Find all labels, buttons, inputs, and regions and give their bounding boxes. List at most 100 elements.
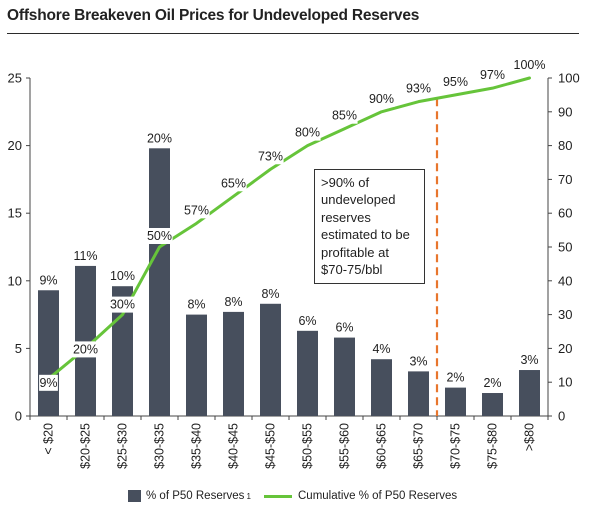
bar-value-label-bg bbox=[146, 130, 173, 147]
bar bbox=[38, 290, 59, 416]
bar-value-label-bg bbox=[483, 375, 502, 392]
data-labels: 9% 11% 10% 20% 8% 8% 8% 6% 6% 4% 3% 2% 2% 3% 9% 20% 30% 5… bbox=[39, 57, 547, 392]
legend-line-swatch bbox=[264, 494, 292, 498]
x-tick-label: $45-$50 bbox=[264, 423, 278, 469]
legend-line-label: Cumulative % of P50 Reserves bbox=[298, 490, 458, 502]
bar bbox=[408, 371, 429, 416]
line-value-label-bg bbox=[368, 90, 395, 107]
title-divider bbox=[7, 33, 579, 34]
chart-axes: 0 5 10 15 20 25 0 10 20 30 40 50 60 70 80 90 100 < $20 $20… bbox=[8, 71, 580, 469]
x-tick-label: < $20 bbox=[42, 423, 56, 455]
legend-bar-swatch bbox=[128, 490, 141, 502]
bar-series bbox=[38, 148, 540, 416]
line-value-label: 20% bbox=[73, 342, 98, 356]
bar-value-label: 9% bbox=[39, 273, 57, 287]
bar-value-label-bg bbox=[372, 341, 391, 358]
bar-value-label: 2% bbox=[446, 371, 464, 385]
annotation-box: >90% of undeveloped reserves estimated t… bbox=[314, 169, 425, 284]
line-value-label: 50% bbox=[147, 229, 172, 243]
bar bbox=[297, 330, 318, 416]
x-tick-label: $50-$55 bbox=[301, 423, 315, 469]
bar-value-label: 8% bbox=[187, 298, 205, 312]
y-right-tick-label: 70 bbox=[558, 172, 572, 187]
bar bbox=[223, 311, 244, 416]
line-value-label: 95% bbox=[443, 75, 468, 89]
bar-value-label: 6% bbox=[335, 321, 353, 335]
legend-item-line: Cumulative % of P50 Reserves bbox=[264, 490, 457, 502]
bar-value-label-bg bbox=[409, 353, 428, 370]
bar bbox=[334, 337, 355, 416]
bar-value-label: 20% bbox=[147, 131, 172, 145]
y-right-tick-label: 0 bbox=[558, 409, 565, 424]
line-value-label-bg bbox=[220, 175, 247, 192]
bar-value-label-bg bbox=[187, 296, 206, 313]
bar-value-label-bg bbox=[446, 369, 465, 386]
line-value-label-bg bbox=[331, 107, 358, 124]
x-tick-label: $75-$80 bbox=[486, 423, 500, 469]
y-right-tick-label: 50 bbox=[558, 240, 572, 255]
legend-bars-label: % of P50 Reserves bbox=[146, 490, 245, 502]
bar-value-label: 8% bbox=[261, 287, 279, 301]
line-value-label: 57% bbox=[184, 203, 209, 217]
chart-title: Offshore Breakeven Oil Prices for Undeve… bbox=[7, 7, 420, 24]
bar-value-label-bg bbox=[224, 293, 243, 310]
line-value-label: 85% bbox=[332, 109, 357, 123]
line-value-label: 65% bbox=[221, 176, 246, 190]
y-right-tick-label: 40 bbox=[558, 273, 572, 288]
bar-value-label-bg bbox=[39, 272, 58, 289]
y-right-tick-label: 60 bbox=[558, 206, 572, 221]
line-value-label-bg bbox=[183, 202, 210, 219]
bar-value-label-bg bbox=[335, 319, 354, 336]
line-value-label-bg bbox=[405, 80, 432, 97]
line-value-label: 80% bbox=[295, 126, 320, 140]
line-value-label: 97% bbox=[480, 68, 505, 82]
line-value-label-bg bbox=[146, 228, 173, 244]
bar-value-label-bg bbox=[109, 268, 136, 285]
y-left-tick-label: 25 bbox=[8, 71, 22, 86]
bar-value-label: 8% bbox=[224, 295, 242, 309]
x-tick-label: $25-$30 bbox=[116, 423, 130, 469]
bar-value-label: 4% bbox=[372, 342, 390, 356]
y-right-tick-label: 10 bbox=[558, 375, 572, 390]
line-value-label-bg bbox=[479, 67, 506, 84]
bar bbox=[149, 148, 170, 416]
line-value-label-bg bbox=[294, 124, 321, 141]
y-left-tick-label: 5 bbox=[15, 341, 22, 356]
x-tick-label: $20-$25 bbox=[79, 423, 93, 469]
line-value-label-bg bbox=[512, 57, 547, 73]
x-tick-label: $40-$45 bbox=[227, 423, 241, 469]
x-tick-label: $35-$40 bbox=[190, 423, 204, 469]
y-right-tick-label: 80 bbox=[558, 138, 572, 153]
bar bbox=[186, 314, 207, 416]
line-value-label: 30% bbox=[110, 298, 135, 312]
bar bbox=[519, 370, 540, 416]
bar bbox=[371, 359, 392, 416]
bar bbox=[482, 393, 503, 416]
bar bbox=[75, 265, 96, 416]
bar bbox=[445, 387, 466, 416]
y-left-tick-label: 20 bbox=[8, 138, 22, 153]
x-tick-label: $60-$65 bbox=[375, 423, 389, 469]
legend: % of P50 Reserves 1 Cumulative % of P50 R… bbox=[0, 488, 590, 508]
line-value-label-bg bbox=[72, 341, 99, 358]
bar-value-label: 10% bbox=[110, 269, 135, 283]
legend-footnote-marker: 1 bbox=[246, 491, 251, 501]
y-right-tick-label: 30 bbox=[558, 307, 572, 322]
line-value-label-bg bbox=[109, 296, 136, 313]
x-tick-label: $70-$75 bbox=[449, 423, 463, 469]
bar-value-label-bg bbox=[520, 352, 539, 369]
line-value-label: 9% bbox=[39, 376, 57, 390]
bar-value-label: 3% bbox=[409, 354, 427, 368]
line-value-label: 100% bbox=[514, 58, 546, 72]
x-tick-label: >$80 bbox=[523, 423, 537, 451]
bar-value-label: 2% bbox=[483, 376, 501, 390]
bar-value-label-bg bbox=[298, 312, 317, 329]
bar-value-label-bg bbox=[261, 285, 280, 302]
bar-value-label-bg bbox=[72, 247, 99, 264]
legend-item-bars: % of P50 Reserves 1 bbox=[128, 490, 251, 502]
y-right-tick-label: 20 bbox=[558, 341, 572, 356]
y-left-tick-label: 15 bbox=[8, 206, 22, 221]
bar-value-label: 3% bbox=[520, 353, 538, 367]
line-value-label: 93% bbox=[406, 82, 431, 96]
bar-value-label: 6% bbox=[298, 314, 316, 328]
